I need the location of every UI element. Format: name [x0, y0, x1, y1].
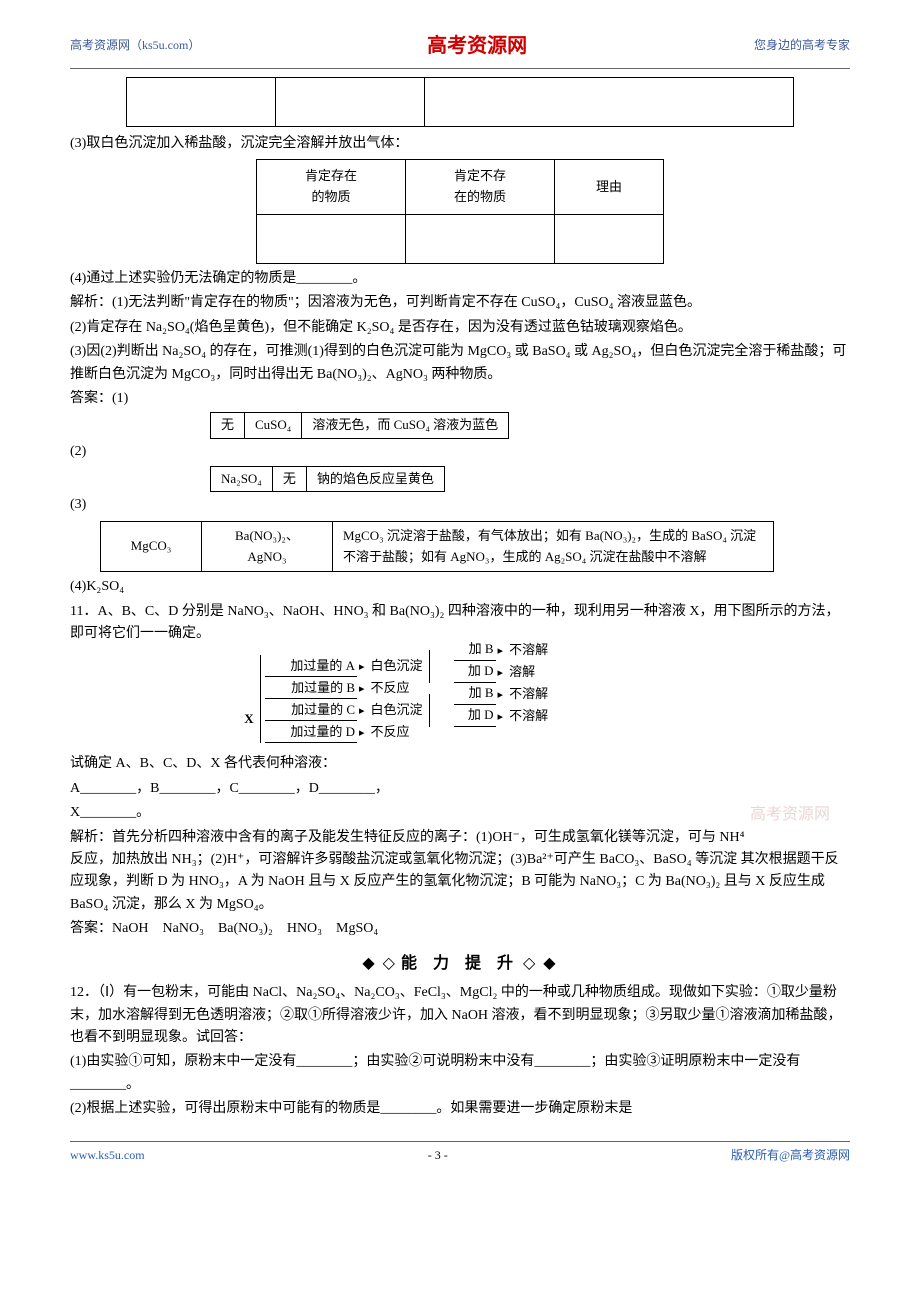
diag-adr: 溶解: [509, 662, 535, 683]
arrow-icon: [357, 656, 367, 677]
diag-c: 加过量的 C: [265, 700, 357, 722]
arrow-icon: [496, 684, 506, 705]
footer-url: www.ks5u.com: [70, 1146, 145, 1165]
table-prev-remainder: [126, 77, 794, 127]
diag-ad: 加 D: [454, 661, 496, 683]
q12-p1: (1)由实验①可知，原粉末中一定没有________；由实验②可说明粉末中没有_…: [70, 1051, 850, 1096]
flow-diagram: X 加过量的 A 白色沉淀 加 B 不溶解 加 D 溶解 加过量的 B 不反应: [240, 655, 680, 743]
answer-1-row: 答案：(1): [70, 388, 850, 410]
table-ans1: 无 CuSO₄ 溶液无色，而 CuSO₄ 溶液为蓝色: [210, 412, 509, 439]
q12-intro: 12．（Ⅰ）有一包粉末，可能由 NaCl、Na₂SO₄、Na₂CO₃、FeCl₃…: [70, 982, 850, 1049]
answer-2-row: (2): [70, 441, 850, 463]
cell-empty: [127, 78, 276, 127]
q11-fillx-row: X________。 高考资源网: [70, 802, 850, 824]
diag-d: 加过量的 D: [265, 722, 357, 744]
q3-intro: (3)取白色沉淀加入稀盐酸，沉淀完全溶解并放出气体：: [70, 133, 850, 155]
q3-c2: [406, 214, 555, 263]
q3-h1: 肯定存在 的物质: [257, 160, 406, 215]
ans3-label: (3): [70, 494, 850, 516]
q11-expl: 解析：首先分析四种溶液中含有的离子及能发生特征反应的离子：(1)OH⁻，可生成氢…: [70, 827, 850, 917]
q3-c3: [555, 214, 664, 263]
diamond-icon: ◆ ◇: [362, 955, 397, 972]
ans1-c1: 无: [211, 413, 245, 439]
q11-ans: 答案：NaOH NaNO₃ Ba(NO₃)₂ HNO₃ MgSO₄: [70, 918, 850, 940]
ans3-c3: MgCO₃ 沉淀溶于盐酸，有气体放出；如有 Ba(NO₃)₂，生成的 BaSO₄…: [333, 521, 774, 572]
diag-b: 加过量的 B: [265, 678, 357, 700]
expl-label: 解析：: [70, 295, 112, 310]
section-title-text: 能 力 提 升: [401, 955, 519, 972]
ans2-label: (2): [70, 444, 86, 459]
explanation-2: (2)肯定存在 Na₂SO₄(焰色呈黄色)，但不能确定 K₂SO₄ 是否存在，因…: [70, 317, 850, 339]
explanation-3: (3)因(2)判断出 Na₂SO₄ 的存在，可推测(1)得到的白色沉淀可能为 M…: [70, 341, 850, 386]
header-center-logo: 高考资源网: [427, 30, 527, 62]
table-ans2: Na₂SO₄ 无 钠的焰色反应呈黄色: [210, 466, 445, 493]
table-q3: 肯定存在 的物质 肯定不存 在的物质 理由: [256, 159, 664, 264]
q11-ask: 试确定 A、B、C、D、X 各代表何种溶液：: [70, 753, 850, 775]
document-body: (3)取白色沉淀加入稀盐酸，沉淀完全溶解并放出气体： 肯定存在 的物质 肯定不存…: [70, 77, 850, 1121]
header-right: 您身边的高考专家: [754, 36, 850, 55]
section-divider: ◆ ◇ 能 力 提 升 ◇ ◆: [70, 951, 850, 977]
q3-c1: [257, 214, 406, 263]
footer-copyright: 版权所有@高考资源网: [731, 1146, 850, 1165]
footer-page-number: - 3 -: [428, 1146, 448, 1165]
diag-br: 不反应: [371, 678, 410, 699]
diagram-x-label: X: [240, 709, 258, 730]
ans3-c2: Ba(NO₃)₂、 AgNO₃: [202, 521, 333, 572]
header-left: 高考资源网（ks5u.com）: [70, 36, 200, 55]
arrow-icon: [496, 640, 506, 661]
ans2-c2: 无: [272, 466, 306, 492]
page-footer: www.ks5u.com - 3 - 版权所有@高考资源网: [70, 1141, 850, 1165]
expl1-text: (1)无法判断"肯定存在的物质"；因溶液为无色，可判断肯定不存在 CuSO₄，C…: [112, 295, 701, 310]
ans3-c1: MgCO₃: [101, 521, 202, 572]
ans2-c1: Na₂SO₄: [211, 466, 273, 492]
page-header: 高考资源网（ks5u.com） 高考资源网 您身边的高考专家: [70, 30, 850, 69]
q4-text: (4)通过上述实验仍无法确定的物质是________。: [70, 268, 850, 290]
diag-cb: 加 B: [454, 683, 496, 705]
page: 高考资源网（ks5u.com） 高考资源网 您身边的高考专家 (3)取白色沉淀加…: [0, 0, 920, 1195]
ans2-c3: 钠的焰色反应呈黄色: [306, 466, 444, 492]
diag-cr: 白色沉淀: [371, 700, 423, 721]
q11-fillx: X________。: [70, 805, 150, 820]
diag-ar: 白色沉淀: [371, 656, 423, 677]
explanation-1: 解析：(1)无法判断"肯定存在的物质"；因溶液为无色，可判断肯定不存在 CuSO…: [70, 292, 850, 314]
ans1-c2: CuSO₄: [245, 413, 302, 439]
diamond-icon: ◇ ◆: [523, 955, 558, 972]
diag-cdr: 不溶解: [509, 706, 548, 727]
q3-h3: 理由: [555, 160, 664, 215]
arrow-icon: [357, 722, 367, 743]
diag-cbr: 不溶解: [509, 684, 548, 705]
ans1-label: 答案：(1): [70, 391, 128, 406]
q11-fill: A________，B________，C________，D________，: [70, 778, 850, 800]
diag-dr: 不反应: [371, 722, 410, 743]
diag-a: 加过量的 A: [265, 656, 357, 678]
arrow-icon: [357, 700, 367, 721]
table-ans3: MgCO₃ Ba(NO₃)₂、 AgNO₃ MgCO₃ 沉淀溶于盐酸，有气体放出…: [100, 521, 774, 573]
cell-empty: [425, 78, 794, 127]
diag-ab: 加 B: [454, 639, 496, 661]
ans4: (4)K₂SO₄: [70, 576, 850, 598]
arrow-icon: [357, 678, 367, 699]
ans1-c3: 溶液无色，而 CuSO₄ 溶液为蓝色: [302, 413, 509, 439]
arrow-icon: [496, 662, 506, 683]
q12-p2: (2)根据上述实验，可得出原粉末中可能有的物质是________。如果需要进一步…: [70, 1098, 850, 1120]
diag-cd: 加 D: [454, 705, 496, 727]
q3-h2: 肯定不存 在的物质: [406, 160, 555, 215]
diag-abr: 不溶解: [509, 640, 548, 661]
watermark-text: 高考资源网: [750, 802, 830, 828]
arrow-icon: [496, 706, 506, 727]
cell-empty: [276, 78, 425, 127]
